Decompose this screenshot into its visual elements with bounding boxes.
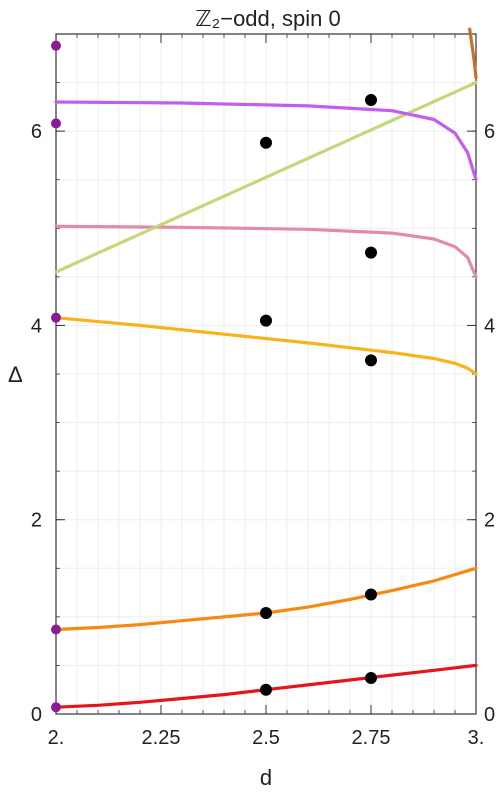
y-tick-label: 2 [31,510,42,532]
y-tick-label: 4 [31,315,42,337]
purple-point [51,118,61,129]
series-line [54,316,478,376]
black-point [365,588,377,601]
y-axis-label: Δ [8,362,23,387]
x-tick-label: 2.25 [142,727,181,749]
x-tick-label: 2.5 [252,727,280,749]
black-point [260,683,272,696]
x-tick-label: 2. [48,727,65,749]
y-tick-label: 0 [31,704,42,726]
black-point [365,246,377,259]
y-tick-label-right: 0 [484,704,495,726]
axes: 2. 2.25 2.5 2.75 3.0 02 24 46 6 [31,33,495,749]
chart-title: ℤ₂−odd, spin 0 [195,6,340,31]
y-tick-label-right: 4 [484,315,495,337]
x-tick-label: 2.75 [352,727,391,749]
black-point [365,672,377,685]
y-tick-label-right: 2 [484,510,495,532]
series-line [54,224,478,279]
purple-point [51,312,61,323]
black-point [365,94,377,107]
x-tick-label: 3. [468,727,485,749]
series-line [468,27,478,80]
x-axis-label: d [260,765,272,790]
series-line [54,100,478,182]
purple-point [51,624,61,635]
points [51,40,377,713]
black-point [365,354,377,367]
y-tick-label: 6 [31,121,42,143]
black-point [260,314,272,327]
y-tick-label-right: 6 [484,121,495,143]
purple-point [51,702,61,713]
black-point [260,136,272,149]
black-point [260,606,272,619]
purple-point [51,40,61,51]
